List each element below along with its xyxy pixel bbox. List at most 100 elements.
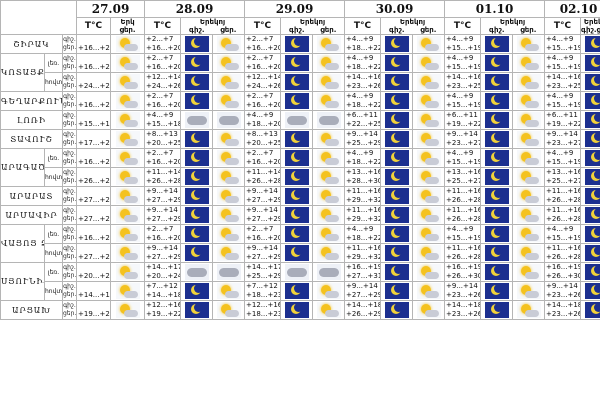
night-temp: +4...+9	[546, 54, 574, 63]
temp-cell: +11...+16 +29...+32	[344, 243, 382, 263]
date-header: 01.10	[444, 0, 546, 18]
temp-cell: +11...+16 +26...+28	[544, 186, 582, 206]
period-label: գիշ.	[581, 26, 597, 34]
day-temp: +16...+20	[246, 158, 281, 166]
day-temp: +23...+27	[446, 139, 481, 147]
moon-icon	[584, 150, 600, 166]
night-label: գիշ.	[63, 207, 76, 214]
sun-cloud-icon	[516, 131, 541, 147]
period-labels: գիշ. ցեր.	[61, 129, 78, 149]
period-labels: գիշ. ցեր.	[61, 224, 78, 244]
sun-cloud-icon	[516, 169, 541, 185]
night-temp: +14...+18	[346, 301, 381, 310]
temp-cell: +24...+26	[76, 72, 112, 92]
temp-cell: +6...+11 +22...+25	[344, 110, 382, 130]
sun-cloud-icon	[316, 226, 341, 242]
sun-cloud-icon	[316, 150, 341, 166]
sun-cloud-icon	[216, 169, 241, 185]
temp-cell: +9...+14 +27...+29	[144, 186, 182, 206]
day-temp: +16...+20	[78, 234, 110, 242]
night-temp: +11...+14	[246, 168, 281, 177]
night-label: գիշ.	[63, 245, 76, 252]
night-temp: +4...+9	[446, 92, 474, 101]
moon-icon	[484, 74, 509, 90]
day-temp: +26...+30	[546, 272, 581, 280]
day-temp: +23...+26	[446, 291, 481, 299]
temp-cell: +9...+14 +27...+29	[244, 243, 282, 263]
period-label: Երեկոյ	[299, 18, 326, 27]
day-temp: +25...+27	[546, 177, 581, 185]
sun-cloud-icon	[216, 302, 241, 318]
day-temp: +15...+19	[446, 158, 481, 166]
temp-cell: +11...+14 +26...+28	[144, 167, 182, 187]
day-temp: +26...+28	[546, 196, 581, 204]
cloud-icon	[316, 264, 341, 280]
temp-cell: +14...+16 +23...+25	[444, 72, 482, 92]
day-label: ցեր.	[63, 310, 77, 317]
day-temp: +18...+23	[246, 291, 281, 299]
night-temp: +2...+7	[246, 54, 274, 63]
moon-icon	[484, 169, 509, 185]
moon-icon	[384, 283, 409, 299]
period-labels: գիշ. ցեր.	[61, 34, 78, 54]
sun-cloud-icon	[216, 226, 241, 242]
sun-cloud-icon	[115, 131, 140, 147]
region-name: ԱՐԱՐԱՏ	[0, 186, 63, 206]
day-temp: +25...+29	[346, 139, 381, 147]
moon-icon	[384, 93, 409, 109]
day-label: ցեր.	[63, 215, 77, 222]
moon-icon	[484, 226, 509, 242]
table-row: ԱՐՄԱՎԻՐգիշ.ցեր.+27...+29+9...+14+27...+2…	[0, 205, 600, 225]
period-labels: գիշ. ցեր.	[61, 167, 78, 187]
temp-cell: +2...+7 +16...+20	[244, 91, 282, 111]
night-temp: +4...+9	[446, 54, 474, 63]
sun-cloud-icon	[416, 74, 441, 90]
day-temp: +29...+32	[346, 253, 381, 261]
moon-icon	[284, 55, 309, 71]
day-temp: +15...+19	[446, 63, 481, 71]
date-header: 02.10	[544, 0, 600, 18]
night-temp: +12...+16	[246, 301, 281, 310]
temp-cell: +14...+16 +23...+25	[544, 72, 582, 92]
cloud-icon	[184, 112, 209, 128]
day-temp: +20...+24	[78, 272, 110, 280]
day-temp: +29...+32	[346, 196, 381, 204]
temp-cell: +11...+16 +26...+28	[544, 205, 582, 225]
day-temp: +27...+29	[146, 253, 181, 261]
moon-icon	[184, 131, 209, 147]
moon-icon	[184, 226, 209, 242]
moon-icon	[384, 74, 409, 90]
moon-icon	[384, 36, 409, 52]
sun-cloud-icon	[216, 74, 241, 90]
day-temp: +16...+20	[78, 101, 110, 109]
moon-icon	[184, 207, 209, 223]
temp-cell: +20...+24	[76, 262, 112, 282]
moon-icon	[184, 55, 209, 71]
sun-cloud-icon	[516, 150, 541, 166]
moon-icon	[484, 55, 509, 71]
moon-icon	[384, 188, 409, 204]
period-labels: գիշ. ցեր.	[61, 281, 78, 301]
temp-cell: +16...+20	[76, 34, 112, 54]
day-temp: +26...+29	[346, 310, 381, 318]
day-temp: +19...+22	[546, 120, 581, 128]
temp-cell: +7...+12 +14...+18	[144, 281, 182, 301]
sun-cloud-icon	[516, 55, 541, 71]
day-temp: +16...+20	[78, 44, 110, 52]
temp-cell: +2...+7 +16...+20	[244, 224, 282, 244]
moon-icon	[584, 188, 600, 204]
sun-cloud-icon	[516, 264, 541, 280]
day-temp: +16...+20	[146, 158, 181, 166]
night-temp: +2...+7	[146, 225, 174, 234]
period-labels: գիշ. ցեր.	[61, 110, 78, 130]
temp-cell: +11...+16 +26...+28	[444, 205, 482, 225]
sun-cloud-icon	[115, 93, 140, 109]
temp-cell: +12...+16 +18...+23	[244, 300, 282, 320]
temp-cell: +12...+16 +19...+22	[144, 300, 182, 320]
sun-cloud-icon	[416, 131, 441, 147]
night-temp: +4...+9	[246, 111, 274, 120]
night-temp: +9...+14	[146, 206, 178, 215]
sun-cloud-icon	[516, 207, 541, 223]
